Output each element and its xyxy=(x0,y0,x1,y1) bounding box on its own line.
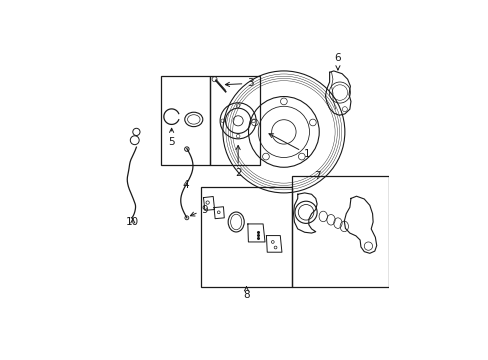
Text: 9: 9 xyxy=(190,204,208,216)
Text: 2: 2 xyxy=(234,145,241,179)
Text: 10: 10 xyxy=(126,217,139,227)
Text: 6: 6 xyxy=(334,53,341,70)
Text: 4: 4 xyxy=(182,180,188,190)
Bar xyxy=(210,76,260,165)
Bar xyxy=(200,187,292,287)
Bar xyxy=(292,176,388,287)
Text: 1: 1 xyxy=(268,134,310,159)
Bar xyxy=(160,76,210,165)
Text: 8: 8 xyxy=(243,287,249,301)
Text: 3: 3 xyxy=(225,78,253,89)
Text: 7: 7 xyxy=(313,171,320,181)
Text: 5: 5 xyxy=(168,128,175,147)
